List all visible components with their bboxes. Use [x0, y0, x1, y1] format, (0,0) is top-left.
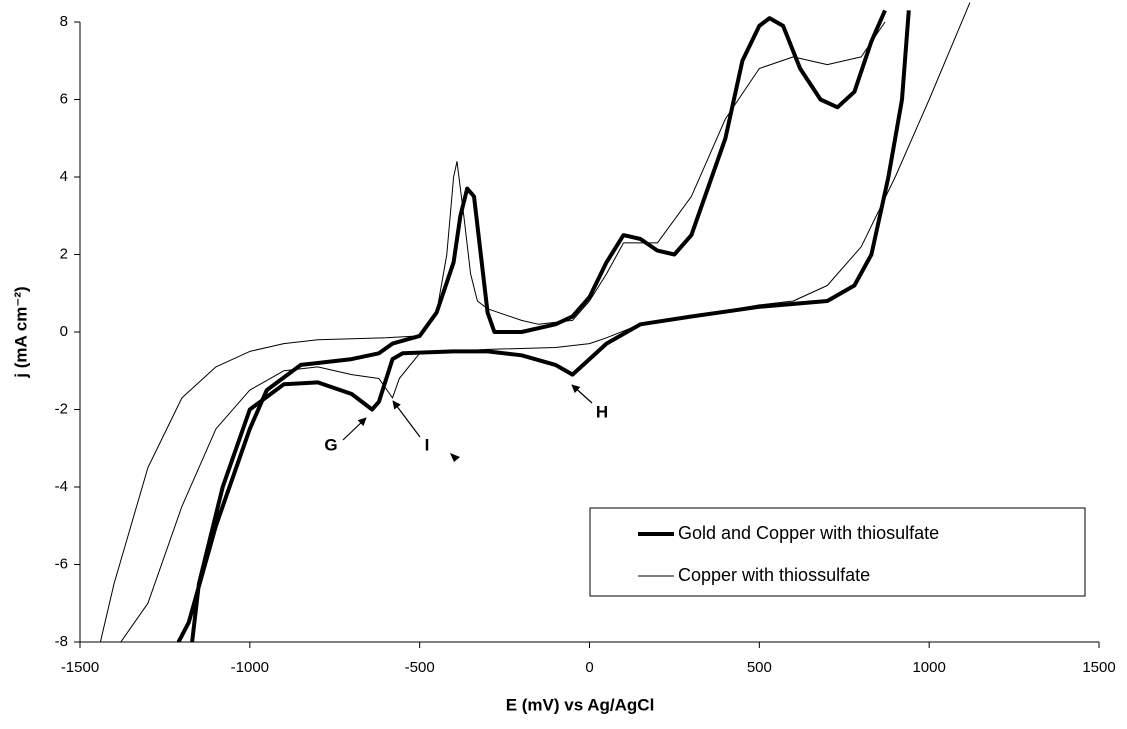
- y-axis-label: j (mA cm⁻²): [11, 286, 30, 378]
- y-tick-label: 0: [60, 323, 68, 340]
- x-tick-label: 0: [585, 659, 593, 676]
- x-tick-label: 1500: [1082, 659, 1115, 676]
- x-tick-label: 1000: [912, 659, 945, 676]
- arrow: [571, 384, 593, 404]
- arrow: [342, 417, 367, 441]
- y-tick-label: 6: [60, 90, 68, 107]
- y-tick-label: -4: [55, 478, 68, 495]
- annotation: I: [425, 435, 430, 454]
- legend: [589, 507, 1086, 597]
- series-line: [99, 2, 971, 642]
- y-tick-label: -6: [55, 555, 68, 572]
- arrow: [392, 400, 421, 438]
- annotation: H: [596, 402, 608, 421]
- y-tick-label: -2: [55, 400, 68, 417]
- x-tick-label: -1500: [61, 659, 99, 676]
- y-tick-label: 2: [60, 245, 68, 262]
- y-tick-label: 8: [60, 13, 68, 30]
- x-axis-label: E (mV) vs Ag/AgCl: [506, 695, 655, 714]
- y-tick-label: -8: [55, 633, 68, 650]
- annotation: G: [324, 435, 337, 454]
- plot-area: [99, 2, 971, 642]
- legend-label: Copper with thiossulfate: [678, 565, 870, 585]
- x-tick-label: -1000: [231, 659, 269, 676]
- y-tick-label: 4: [60, 168, 68, 185]
- legend-label: Gold and Copper with thiosulfate: [678, 523, 939, 543]
- x-tick-label: -500: [405, 659, 435, 676]
- x-tick-label: 500: [747, 659, 772, 676]
- marker: [450, 453, 460, 462]
- series-line: [176, 9, 911, 642]
